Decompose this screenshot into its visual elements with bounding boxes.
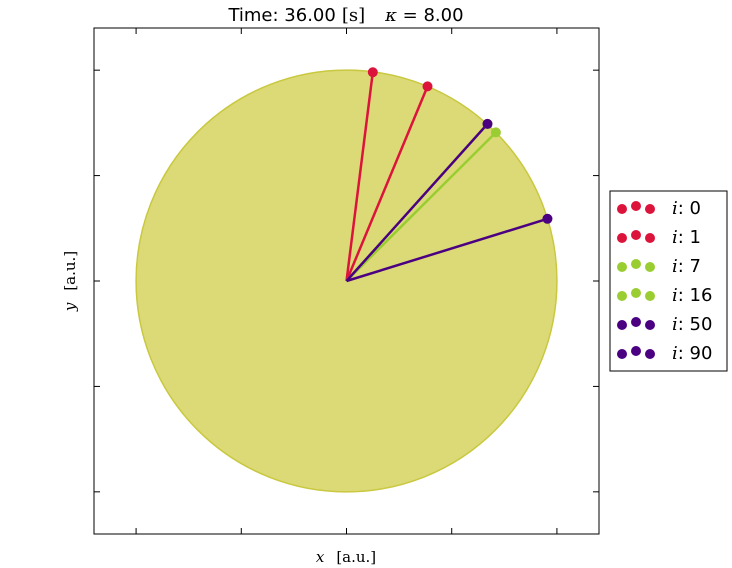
legend-value: : 90 (678, 343, 713, 364)
legend-entry-0: i: 0 (617, 198, 701, 219)
legend-marker (645, 262, 655, 272)
legend: i: 0i: 1i: 7i: 16i: 50i: 90 (609, 190, 728, 372)
legend-label-0: i: 0 (672, 198, 701, 219)
legend-symbol: i (672, 285, 678, 306)
legend-marker (645, 204, 655, 214)
legend-entry-7: i: 7 (617, 256, 701, 277)
legend-marker (617, 233, 627, 243)
title-kappa-eq: = (397, 5, 424, 26)
legend-symbol: i (672, 227, 678, 248)
radius-line-50 (345, 123, 489, 282)
title-kappa-symbol: κ (384, 5, 397, 26)
legend-marker (631, 230, 641, 240)
legend-marker (631, 201, 641, 211)
y-axis-label: y [a.u.] (61, 251, 79, 312)
y-axis-symbol: y (61, 302, 79, 312)
legend-marker (617, 204, 627, 214)
legend-symbol: i (672, 256, 678, 277)
title-time-prefix: Time: (227, 5, 284, 26)
radius-line-0 (345, 72, 375, 282)
axis-ticks (94, 28, 599, 534)
legend-value: : 7 (678, 256, 701, 277)
legend-entry-90: i: 90 (617, 343, 712, 364)
legend-label-7: i: 7 (672, 256, 701, 277)
point-0 (367, 67, 378, 78)
legend-value: : 0 (678, 198, 701, 219)
title-time-value: 36.00 (284, 5, 336, 26)
legend-marker (631, 317, 641, 327)
legend-value: : 16 (678, 285, 713, 306)
legend-entries: i: 0i: 1i: 7i: 16i: 50i: 90 (617, 198, 712, 364)
legend-label-16: i: 16 (672, 285, 712, 306)
x-axis-unit: [a.u.] (336, 548, 376, 566)
legend-symbol: i (672, 314, 678, 335)
legend-marker (631, 259, 641, 269)
chart-title: Time: 36.00 [s] κ = 8.00 (227, 5, 463, 26)
legend-marker (645, 291, 655, 301)
radius-lines (345, 72, 548, 283)
title-time-unit: [s] (342, 5, 365, 26)
legend-value: : 50 (678, 314, 713, 335)
legend-marker (645, 320, 655, 330)
x-axis-symbol: x (316, 548, 325, 566)
legend-label-50: i: 50 (672, 314, 712, 335)
legend-marker (617, 291, 627, 301)
legend-marker (645, 349, 655, 359)
legend-marker (617, 262, 627, 272)
legend-marker (631, 346, 641, 356)
x-axis-label: x [a.u.] (316, 548, 376, 566)
legend-marker (631, 288, 641, 298)
legend-symbol: i (672, 198, 678, 219)
point-1 (422, 81, 433, 92)
legend-label-90: i: 90 (672, 343, 712, 364)
radius-line-90 (346, 217, 548, 283)
radius-line-1 (345, 85, 429, 282)
data-points (367, 67, 553, 224)
point-7 (490, 127, 501, 138)
plot-area (93, 27, 600, 535)
point-50 (482, 118, 493, 129)
legend-marker (645, 233, 655, 243)
legend-entry-16: i: 16 (617, 285, 712, 306)
legend-label-1: i: 1 (672, 227, 701, 248)
title-kappa-value: 8.00 (423, 5, 463, 26)
legend-marker (617, 349, 627, 359)
point-90 (542, 213, 553, 224)
legend-symbol: i (672, 343, 678, 364)
radius-line-7 (345, 131, 497, 282)
legend-value: : 1 (678, 227, 701, 248)
legend-entry-50: i: 50 (617, 314, 712, 335)
legend-entry-1: i: 1 (617, 227, 701, 248)
y-axis-unit: [a.u.] (61, 251, 79, 291)
legend-box (609, 190, 728, 372)
legend-marker (617, 320, 627, 330)
